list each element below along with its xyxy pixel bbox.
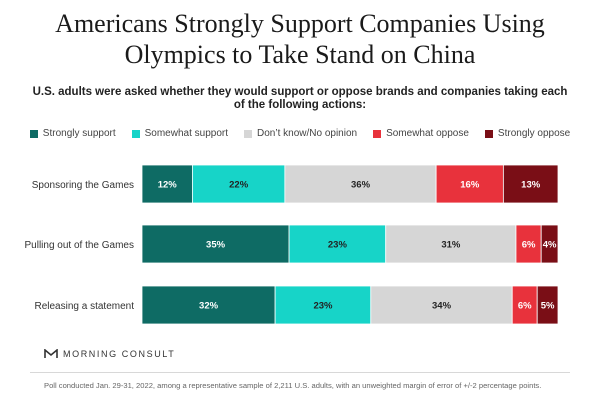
bar-segment xyxy=(511,285,538,325)
footnote: Poll conducted Jan. 29-31, 2022, among a… xyxy=(44,381,542,390)
bar-segment xyxy=(274,285,372,325)
brand-logo: MORNING CONSULT xyxy=(44,349,175,359)
bar-segment xyxy=(141,164,193,204)
data-label: 13% xyxy=(521,180,541,191)
bar-segment xyxy=(141,285,276,325)
brand-name: MORNING CONSULT xyxy=(63,349,176,359)
data-label: 4% xyxy=(543,240,557,251)
data-label: 23% xyxy=(313,301,333,312)
data-label: 31% xyxy=(441,240,461,251)
legend-item-1: Somewhat support xyxy=(131,128,229,139)
data-label: 16% xyxy=(460,180,480,191)
bar-segment xyxy=(540,224,559,264)
legend-swatch xyxy=(29,129,38,138)
data-label: 36% xyxy=(351,180,371,191)
category-label: Sponsoring the Games xyxy=(32,180,134,191)
bar-segment xyxy=(370,285,513,325)
morning-consult-logo-icon xyxy=(44,349,58,358)
bar-segment xyxy=(288,224,387,264)
data-label: 6% xyxy=(522,240,536,251)
bar-segment xyxy=(192,164,286,204)
legend-swatch xyxy=(244,129,253,138)
data-label: 23% xyxy=(328,240,348,251)
bar-segment xyxy=(141,224,290,264)
legend-label: Somewhat oppose xyxy=(386,128,469,139)
legend-item-2: Don’t know/No opinion xyxy=(244,128,357,139)
legend-item-3: Somewhat oppose xyxy=(373,128,469,139)
data-label: 34% xyxy=(432,301,452,312)
category-label: Pulling out of the Games xyxy=(24,240,134,251)
divider xyxy=(30,372,570,373)
chart-subtitle: U.S. adults were asked whether they woul… xyxy=(32,86,568,111)
legend-label: Don’t know/No opinion xyxy=(257,128,358,139)
bar-segment xyxy=(515,224,542,264)
data-label: 22% xyxy=(229,180,249,191)
category-label: Releasing a statement xyxy=(34,301,134,312)
data-label: 35% xyxy=(206,240,226,251)
legend-item-0: Strongly support xyxy=(29,128,116,139)
legend-item-4: Strongly oppose xyxy=(484,128,571,139)
bar-segment xyxy=(385,224,517,264)
legend-swatch xyxy=(373,129,382,138)
legend-swatch xyxy=(484,129,493,138)
data-label: 5% xyxy=(541,301,555,312)
legend: Strongly support Somewhat support Don’t kn… xyxy=(0,128,600,139)
data-label: 6% xyxy=(518,301,532,312)
legend-swatch xyxy=(131,129,140,138)
legend-label: Strongly oppose xyxy=(497,128,571,139)
data-label: 32% xyxy=(199,301,219,312)
bar-segment xyxy=(502,164,559,204)
bar-segment xyxy=(284,164,437,204)
chart-title: Americans Strongly Support Companies Usi… xyxy=(55,9,545,69)
data-label: 12% xyxy=(158,180,178,191)
stacked-bar-chart: Sponsoring the Games 12% 22% 36% 16% 13% Pulli… xyxy=(24,164,559,325)
legend-label: Somewhat support xyxy=(144,128,229,139)
legend-label: Strongly support xyxy=(42,128,116,139)
bar-segment xyxy=(536,285,559,325)
